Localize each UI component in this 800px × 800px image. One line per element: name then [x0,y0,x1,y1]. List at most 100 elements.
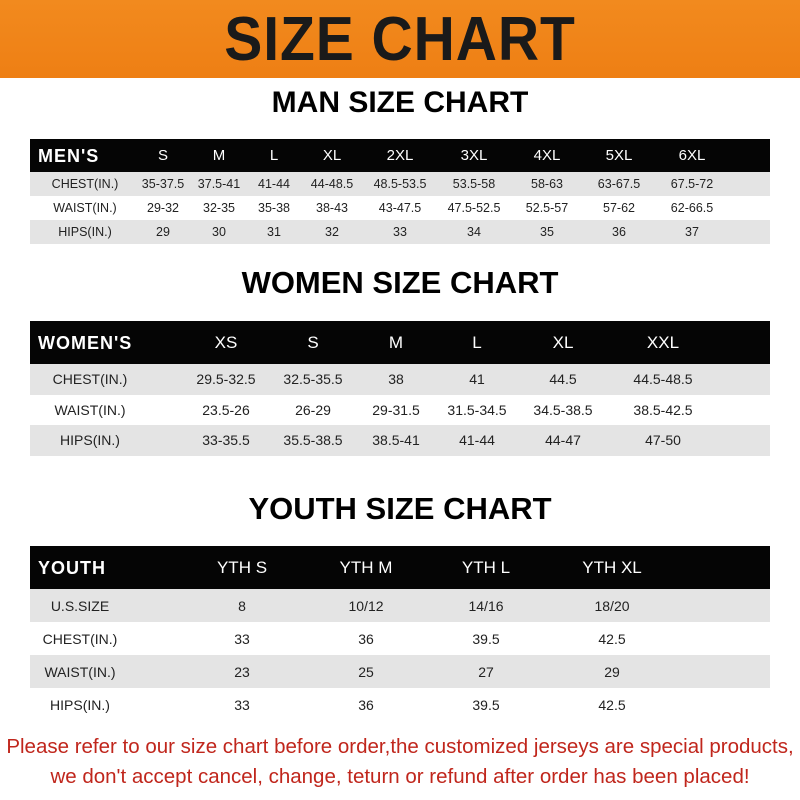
table-cell: 38.5-41 [372,432,420,449]
measurement-label: HIPS(IN.) [58,224,112,239]
table-cell: 35-38 [258,200,290,215]
table-cell: 32-35 [203,200,235,215]
men-header-row: MEN'S S M L XL 2XL 3XL 4XL 5XL 6XL [30,139,770,172]
size-column-header: S [307,333,319,352]
table-cell: 47-50 [645,432,681,449]
table-cell: 10/12 [348,597,384,614]
table-cell: 33 [234,696,250,713]
youth-category-label: YOUTH [38,557,106,578]
table-row: CHEST(IN.) 35-37.5 37.5-41 41-44 44-48.5 48.5… [30,172,770,196]
table-cell: 37.5-41 [197,176,241,191]
size-column-header: XL [552,333,574,352]
size-column-header: XXL [646,333,680,352]
size-column-header: 6XL [678,147,706,164]
youth-section-title: YOUTH SIZE CHART [248,491,552,526]
table-cell: 38-43 [316,200,348,215]
measurement-label: CHEST(IN.) [42,630,118,647]
table-row: WAIST(IN.) 29-32 32-35 35-38 38-43 43-47.5 47.… [30,196,770,220]
measurement-label: WAIST(IN.) [44,663,116,680]
table-cell: 41-44 [459,432,495,449]
table-cell: 23 [234,663,250,680]
table-cell: 38.5-42.5 [633,401,693,418]
size-chart-banner: SIZE CHART [0,0,800,78]
table-cell: 44.5 [549,371,577,388]
table-row: WAIST(IN.) 23.5-26 26-29 29-31.5 31.5-34.5 34… [30,395,770,426]
measurement-label: CHEST(IN.) [51,176,119,191]
size-column-header: YTH S [216,558,268,577]
size-column-header: L [269,147,279,164]
women-category-label: WOMEN'S [38,332,133,353]
table-cell: 35-37.5 [141,176,185,191]
size-column-header: 5XL [605,147,633,164]
table-cell: 33 [393,224,407,239]
table-cell: 35.5-38.5 [283,432,343,449]
table-cell: 37 [685,224,699,239]
table-cell: 41-44 [258,176,290,191]
measurement-label: U.S.SIZE [50,597,110,614]
table-cell: 29-31.5 [372,401,420,418]
table-cell: 58-63 [531,176,563,191]
table-cell: 62-66.5 [670,200,714,215]
table-cell: 44.5-48.5 [633,371,693,388]
table-cell: 41 [469,371,485,388]
notice-line-1: Please refer to our size chart before or… [6,735,794,758]
table-cell: 39.5 [472,696,500,713]
table-cell: 31.5-34.5 [447,401,507,418]
measurement-label: HIPS(IN.) [60,432,120,449]
table-cell: 14/16 [468,597,504,614]
table-cell: 42.5 [598,630,626,647]
table-cell: 34.5-38.5 [533,401,593,418]
size-column-header: S [157,147,169,164]
table-cell: 47.5-52.5 [447,200,501,215]
table-cell: 57-62 [603,200,635,215]
measurement-label: WAIST(IN.) [53,200,117,215]
table-row: CHEST(IN.) 29.5-32.5 32.5-35.5 38 41 44.5 44.5… [30,364,770,395]
size-column-header: 4XL [533,147,561,164]
table-cell: 39.5 [472,630,500,647]
size-column-header: XL [322,147,342,164]
table-cell: 44-47 [545,432,581,449]
table-row: CHEST(IN.) 33 36 39.5 42.5 [30,622,770,655]
men-section-title: MAN SIZE CHART [271,86,529,119]
table-cell: 26-29 [295,401,331,418]
measurement-label: HIPS(IN.) [50,696,110,713]
notice-line-2: we don't accept cancel, change, teturn o… [50,765,750,788]
table-cell: 33-35.5 [202,432,250,449]
table-row: HIPS(IN.) 33-35.5 35.5-38.5 38.5-41 41-44 44-… [30,425,770,456]
table-cell: 8 [238,597,246,614]
table-cell: 33 [234,630,250,647]
table-cell: 31 [267,224,281,239]
table-cell: 30 [212,224,226,239]
table-cell: 35 [540,224,554,239]
size-column-header: L [472,333,482,352]
table-cell: 48.5-53.5 [373,176,427,191]
size-column-header: 2XL [386,147,414,164]
women-section-title: WOMEN SIZE CHART [241,265,559,300]
size-column-header: XS [214,333,238,352]
size-column-header: YTH M [339,558,393,577]
table-row: HIPS(IN.) 33 36 39.5 42.5 [30,688,770,721]
banner-title: SIZE CHART [224,5,576,74]
table-cell: 34 [467,224,481,239]
size-column-header: M [212,147,226,164]
table-cell: 52.5-57 [525,200,569,215]
table-cell: 18/20 [594,597,630,614]
table-row: HIPS(IN.) 29 30 31 32 33 34 35 36 37 [30,220,770,244]
size-column-header: YTH L [461,558,511,577]
table-cell: 42.5 [598,696,626,713]
women-header-row: WOMEN'S XS S M L XL XXL [30,321,770,364]
men-category-label: MEN'S [38,145,100,166]
table-cell: 36 [358,630,374,647]
size-column-header: YTH XL [582,558,642,577]
table-cell: 29 [604,663,620,680]
table-cell: 29-32 [147,200,179,215]
table-cell: 44-48.5 [310,176,354,191]
table-cell: 32.5-35.5 [283,371,343,388]
table-cell: 27 [478,663,494,680]
table-cell: 67.5-72 [670,176,714,191]
table-cell: 29 [156,224,170,239]
size-column-header: M [388,333,404,352]
table-cell: 43-47.5 [378,200,422,215]
table-cell: 38 [388,371,404,388]
table-cell: 63-67.5 [597,176,641,191]
